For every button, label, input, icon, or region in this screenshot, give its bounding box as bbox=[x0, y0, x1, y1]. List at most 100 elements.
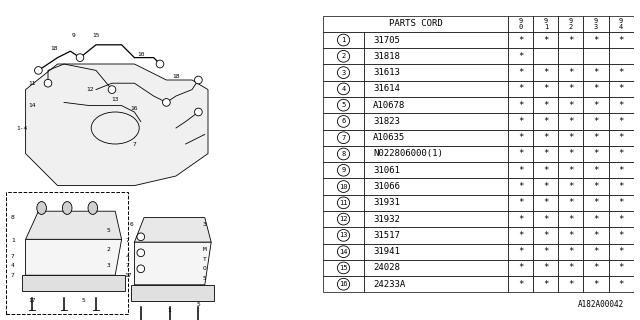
Text: *: * bbox=[543, 36, 548, 44]
Bar bbox=[323, 81, 364, 97]
Bar bbox=[609, 16, 634, 32]
Text: 31932: 31932 bbox=[373, 215, 400, 224]
Text: 5: 5 bbox=[81, 298, 85, 303]
Bar bbox=[558, 16, 584, 32]
Bar bbox=[508, 260, 533, 276]
Bar bbox=[558, 195, 584, 211]
Text: *: * bbox=[593, 198, 598, 207]
Circle shape bbox=[337, 99, 349, 111]
Bar bbox=[558, 211, 584, 227]
Bar bbox=[609, 48, 634, 64]
Bar bbox=[533, 276, 558, 292]
Text: *: * bbox=[568, 198, 573, 207]
Bar bbox=[508, 146, 533, 162]
Text: 31066: 31066 bbox=[373, 182, 400, 191]
Text: *: * bbox=[568, 247, 573, 256]
Text: 31941: 31941 bbox=[373, 247, 400, 256]
Bar bbox=[508, 81, 533, 97]
Bar bbox=[533, 32, 558, 48]
Text: *: * bbox=[593, 117, 598, 126]
Text: 9: 9 bbox=[72, 33, 76, 38]
Circle shape bbox=[156, 60, 164, 68]
Bar bbox=[533, 195, 558, 211]
Text: 6: 6 bbox=[341, 118, 346, 124]
Circle shape bbox=[337, 132, 349, 144]
Bar bbox=[364, 162, 508, 179]
Bar bbox=[558, 64, 584, 81]
Text: *: * bbox=[518, 52, 524, 61]
Text: 5: 5 bbox=[196, 301, 200, 307]
Text: O: O bbox=[203, 266, 207, 271]
Text: *: * bbox=[618, 101, 624, 110]
Text: 17: 17 bbox=[28, 298, 36, 303]
Circle shape bbox=[337, 229, 349, 241]
Bar bbox=[584, 146, 609, 162]
Text: 15: 15 bbox=[92, 33, 100, 38]
Text: 1-4: 1-4 bbox=[17, 125, 28, 131]
Circle shape bbox=[163, 99, 170, 106]
Text: 3: 3 bbox=[203, 221, 207, 227]
Text: *: * bbox=[518, 166, 524, 175]
Text: 17: 17 bbox=[124, 273, 132, 278]
Bar bbox=[323, 227, 364, 244]
Bar bbox=[323, 195, 364, 211]
Text: 12: 12 bbox=[339, 216, 348, 222]
Text: *: * bbox=[618, 182, 624, 191]
Text: 13: 13 bbox=[339, 232, 348, 238]
Bar bbox=[609, 276, 634, 292]
Text: *: * bbox=[543, 280, 548, 289]
Bar bbox=[558, 244, 584, 260]
Text: 18: 18 bbox=[172, 74, 180, 79]
Text: *: * bbox=[618, 84, 624, 93]
Text: *: * bbox=[568, 280, 573, 289]
Circle shape bbox=[337, 34, 349, 46]
Bar bbox=[558, 81, 584, 97]
Bar bbox=[558, 276, 584, 292]
Text: *: * bbox=[593, 101, 598, 110]
Bar bbox=[533, 146, 558, 162]
Bar bbox=[609, 162, 634, 179]
Text: 16: 16 bbox=[339, 281, 348, 287]
Text: *: * bbox=[618, 280, 624, 289]
Bar bbox=[364, 146, 508, 162]
Bar bbox=[609, 211, 634, 227]
Text: 16: 16 bbox=[131, 106, 138, 111]
Bar bbox=[533, 227, 558, 244]
Bar bbox=[364, 227, 508, 244]
Text: 7: 7 bbox=[341, 135, 346, 141]
Text: 4: 4 bbox=[341, 86, 346, 92]
Bar bbox=[609, 179, 634, 195]
Ellipse shape bbox=[37, 202, 46, 214]
Bar bbox=[508, 48, 533, 64]
Text: *: * bbox=[543, 149, 548, 158]
Text: *: * bbox=[593, 84, 598, 93]
Text: *: * bbox=[518, 215, 524, 224]
Bar bbox=[508, 113, 533, 130]
Text: *: * bbox=[593, 36, 598, 44]
Bar bbox=[609, 227, 634, 244]
Bar bbox=[533, 48, 558, 64]
Text: *: * bbox=[543, 101, 548, 110]
Bar bbox=[533, 64, 558, 81]
Text: *: * bbox=[543, 166, 548, 175]
Polygon shape bbox=[26, 239, 122, 275]
Bar bbox=[609, 146, 634, 162]
Bar bbox=[22, 275, 125, 291]
Text: *: * bbox=[518, 247, 524, 256]
Text: 8: 8 bbox=[341, 151, 346, 157]
Bar bbox=[364, 260, 508, 276]
Bar bbox=[323, 32, 364, 48]
Bar bbox=[584, 162, 609, 179]
Text: *: * bbox=[618, 149, 624, 158]
Bar bbox=[609, 130, 634, 146]
Text: 31613: 31613 bbox=[373, 68, 400, 77]
Text: *: * bbox=[518, 133, 524, 142]
Text: 1: 1 bbox=[168, 308, 172, 313]
Text: 9
0: 9 0 bbox=[518, 18, 523, 30]
Bar bbox=[508, 32, 533, 48]
Bar bbox=[558, 179, 584, 195]
Text: A10678: A10678 bbox=[373, 101, 406, 110]
Circle shape bbox=[337, 246, 349, 258]
Text: *: * bbox=[568, 133, 573, 142]
Bar bbox=[558, 146, 584, 162]
